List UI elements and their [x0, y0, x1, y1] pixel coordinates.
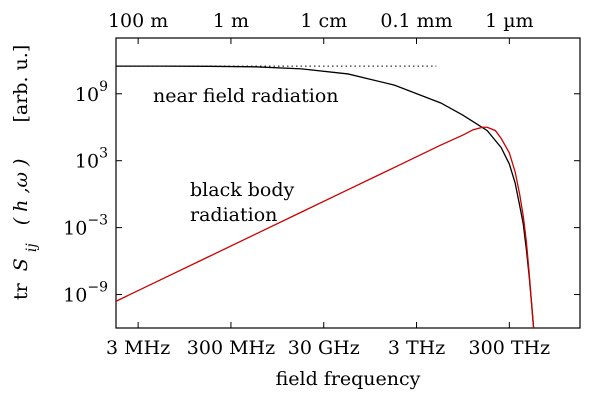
series-black-body-line	[116, 126, 535, 328]
y-axis-title: tr S ij ( h ,ω ) [arb. u.]	[10, 45, 41, 300]
annotation-near-field: near field radiation	[153, 85, 339, 107]
plot-frame	[115, 37, 581, 329]
annotation-radiation: radiation	[190, 204, 277, 226]
y-tick-label: 103	[75, 146, 108, 173]
x-tick-label: 3 MHz	[106, 337, 170, 359]
x-tick-label: 3 THz	[388, 337, 445, 359]
x-axis-title: field frequency	[276, 368, 421, 390]
annotation-black-body: black body	[190, 179, 295, 201]
y-tick-label: 109	[75, 79, 108, 106]
top-tick-label: 1 µm	[485, 10, 534, 32]
y-title-units: [arb. u.]	[10, 45, 32, 123]
y-title-args: ( h ,ω )	[10, 159, 32, 226]
top-tick-label: 1 cm	[300, 10, 347, 32]
x-tick-label: 30 GHz	[288, 337, 360, 359]
top-tick-label: 100 m	[108, 10, 168, 32]
top-tick-label: 0.1 mm	[380, 10, 452, 32]
x-tick-label: 300 MHz	[187, 337, 275, 359]
x-tick-label: 300 THz	[469, 337, 551, 359]
y-title-tr: tr	[10, 282, 32, 300]
y-tick-label: 10−9	[63, 280, 108, 307]
y-title-S: S	[10, 258, 32, 271]
top-tick-label: 1 m	[213, 10, 249, 32]
y-tick-label: 10−3	[63, 213, 108, 240]
series-near-field-line	[116, 65, 535, 328]
y-title-ij: ij	[24, 243, 40, 252]
